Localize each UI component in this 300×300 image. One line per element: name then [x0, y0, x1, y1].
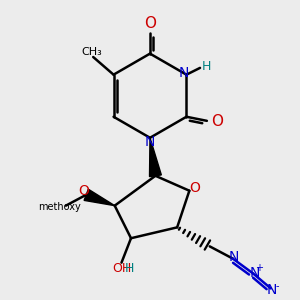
Polygon shape	[84, 189, 115, 206]
Text: N: N	[267, 283, 277, 297]
Text: CH₃: CH₃	[82, 46, 102, 57]
Text: +: +	[255, 262, 263, 272]
Text: H: H	[124, 262, 134, 275]
Text: O: O	[211, 114, 223, 129]
Text: N: N	[145, 135, 155, 149]
Polygon shape	[149, 138, 161, 177]
Text: O: O	[189, 181, 200, 195]
Text: H: H	[201, 60, 211, 73]
Text: OH: OH	[112, 262, 131, 275]
Text: methoxy: methoxy	[38, 202, 80, 212]
Text: N: N	[228, 250, 239, 264]
Text: -: -	[275, 281, 278, 291]
Text: O: O	[144, 16, 156, 31]
Text: N: N	[249, 266, 260, 280]
Text: N: N	[178, 66, 189, 80]
Text: O: O	[78, 184, 89, 198]
